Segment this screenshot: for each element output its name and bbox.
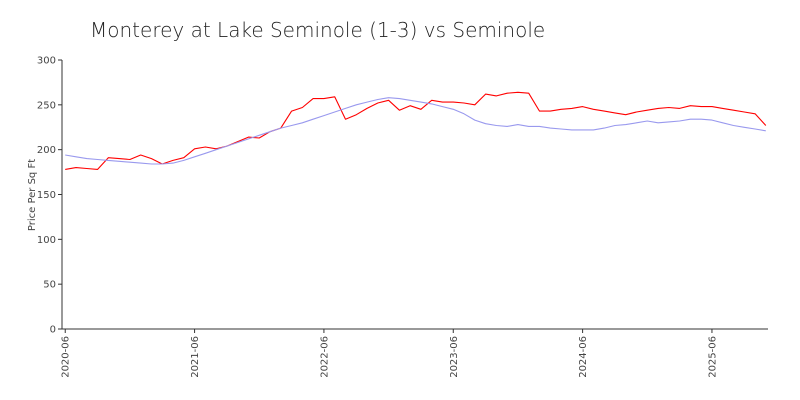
series-line-1 xyxy=(65,91,767,170)
y-tick-label: 50 xyxy=(43,280,56,291)
x-tick-label: 2020-06 xyxy=(61,336,72,378)
chart-title: Monterey at Lake Seminole (1-3) vs Semin… xyxy=(90,18,545,42)
x-tick-label: 2023-06 xyxy=(449,336,460,378)
y-axis: 0 50 100 150 200 250 300 xyxy=(37,56,63,336)
x-axis: 2020-06 2021-06 2022-06 2023-06 2024-06 2025-… xyxy=(61,328,768,378)
y-tick-label: 150 xyxy=(37,190,56,201)
series-line-2 xyxy=(65,97,766,165)
x-tick-label: 2024-06 xyxy=(578,336,589,378)
y-tick-label: 300 xyxy=(37,56,56,67)
y-tick-label: 0 xyxy=(50,325,56,336)
y-tick-label: 100 xyxy=(37,235,56,246)
x-tick-label: 2021-06 xyxy=(190,336,201,378)
y-axis-label: Price Per Sq Ft xyxy=(27,159,38,231)
x-tick-label: 2022-06 xyxy=(319,336,330,378)
y-tick-label: 200 xyxy=(37,145,56,156)
x-tick-label: 2025-06 xyxy=(707,336,718,378)
y-tick-label: 250 xyxy=(37,100,56,111)
series-lines xyxy=(65,91,767,170)
